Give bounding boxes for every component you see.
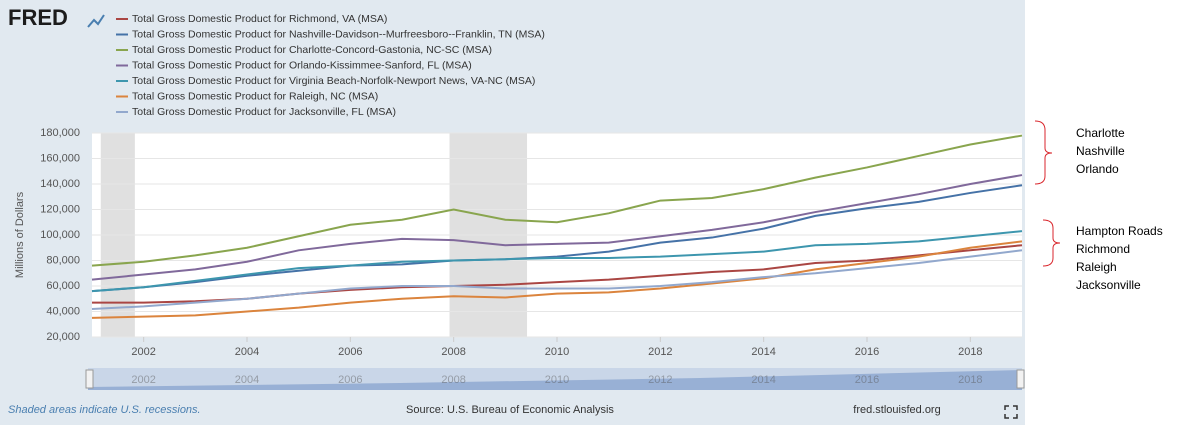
navigator-area: [88, 370, 1022, 390]
series-line: [91, 249, 1023, 310]
legend-label: Total Gross Domestic Product for Nashvil…: [132, 28, 545, 40]
logo-icon: [87, 14, 105, 28]
y-tick-label: 120,000: [40, 203, 80, 215]
y-tick-label: 140,000: [40, 178, 80, 190]
y-tick-label: 40,000: [46, 305, 80, 317]
bracket: [1034, 120, 1053, 185]
y-tick-label: 20,000: [46, 331, 80, 343]
navigator-handle[interactable]: [1016, 369, 1025, 389]
annotation: Hampton Roads: [1076, 224, 1163, 238]
logo: FRED: [8, 5, 68, 30]
legend-label: Total Gross Domestic Product for Jackson…: [132, 106, 396, 118]
y-tick-label: 180,000: [40, 127, 80, 139]
navigator-label: 2012: [648, 374, 672, 386]
x-tick-label: 2006: [338, 346, 362, 358]
annotation: Jacksonville: [1076, 278, 1141, 292]
series-line: [91, 174, 1023, 281]
site: fred.stlouisfed.org: [853, 404, 940, 416]
navigator-label: 2018: [958, 374, 982, 386]
bracket: [1042, 219, 1061, 267]
x-tick-label: 2004: [235, 346, 259, 358]
annotation: Charlotte: [1076, 126, 1125, 140]
x-tick-label: 2008: [441, 346, 465, 358]
navigator-label: 2010: [545, 374, 569, 386]
navigator-label: 2004: [235, 374, 259, 386]
series-line: [91, 184, 1023, 293]
legend-label: Total Gross Domestic Product for Virgini…: [132, 75, 535, 87]
y-tick-label: 60,000: [46, 280, 80, 292]
series-line: [91, 230, 1023, 293]
navigator-handle[interactable]: [85, 369, 94, 389]
x-tick-label: 2018: [958, 346, 982, 358]
y-tick-label: 100,000: [40, 229, 80, 241]
y-tick-label: 80,000: [46, 254, 80, 266]
navigator-label: 2016: [855, 374, 879, 386]
annotation: Richmond: [1076, 242, 1130, 256]
legend-label: Total Gross Domestic Product for Raleigh…: [132, 90, 378, 102]
legend-label: Total Gross Domestic Product for Richmon…: [132, 13, 387, 25]
annotation: Nashville: [1076, 144, 1125, 158]
annotation: Raleigh: [1076, 260, 1117, 274]
series-line: [91, 240, 1023, 319]
fullscreen-icon[interactable]: [1004, 405, 1018, 419]
legend-label: Total Gross Domestic Product for Charlot…: [132, 44, 492, 56]
recession-note: Shaded areas indicate U.S. recessions.: [8, 404, 201, 416]
navigator-label: 2002: [131, 374, 155, 386]
navigator-label: 2006: [338, 374, 362, 386]
x-tick-label: 2016: [855, 346, 879, 358]
y-tick-label: 160,000: [40, 152, 80, 164]
x-tick-label: 2012: [648, 346, 672, 358]
navigator-label: 2008: [441, 374, 465, 386]
x-tick-label: 2002: [131, 346, 155, 358]
navigator-label: 2014: [751, 374, 775, 386]
x-tick-label: 2010: [545, 346, 569, 358]
annotation: Orlando: [1076, 162, 1119, 176]
legend-label: Total Gross Domestic Product for Orlando…: [132, 59, 472, 71]
source: Source: U.S. Bureau of Economic Analysis: [406, 404, 614, 416]
x-tick-label: 2014: [751, 346, 775, 358]
series-line: [91, 134, 1023, 267]
y-axis-label: Millions of Dollars: [14, 191, 26, 278]
